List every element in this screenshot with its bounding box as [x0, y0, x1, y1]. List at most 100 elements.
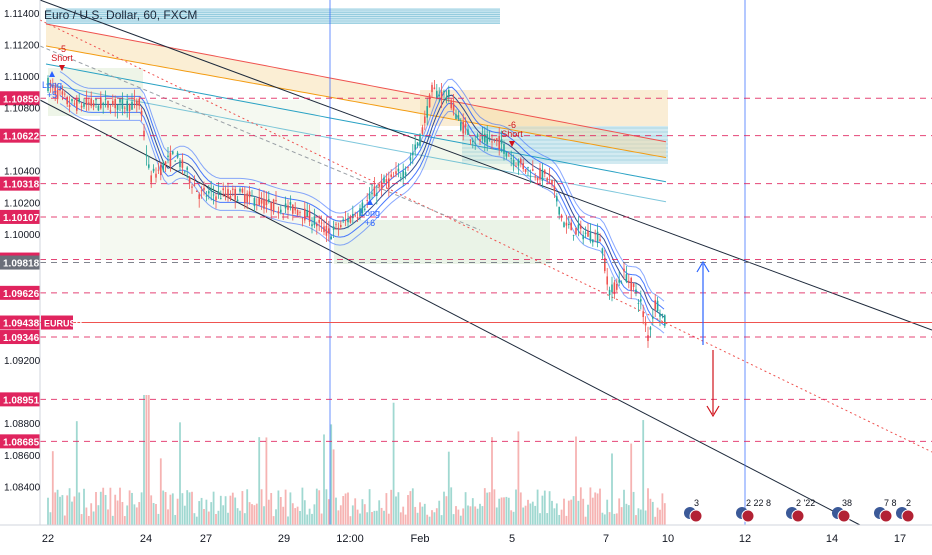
- ma-orange-line: [45, 45, 667, 159]
- volume-bar: [467, 505, 469, 525]
- levels-layer: 1.108591.106221.103181.101071.098371.098…: [0, 91, 932, 449]
- volume-bar: [543, 490, 546, 525]
- event-badge-4[interactable]: 7 8: [874, 498, 897, 523]
- candle-body: [184, 171, 186, 173]
- candle-body: [455, 114, 457, 120]
- zones-layer: [46, 8, 668, 264]
- candle-body: [328, 228, 330, 234]
- candle-body: [275, 200, 277, 202]
- candle-body: [616, 283, 618, 290]
- event-badge-0[interactable]: 3: [684, 498, 703, 523]
- candle-body: [313, 216, 316, 226]
- volume-bar: [66, 495, 69, 525]
- signal-long-1[interactable]: Long+5: [42, 71, 62, 100]
- candle-body: [452, 103, 455, 111]
- volume-bar: [71, 501, 73, 525]
- volume-bar: [551, 500, 553, 525]
- volume-bar: [591, 497, 594, 525]
- volume-bar: [637, 508, 640, 525]
- candle-body: [258, 197, 260, 206]
- ma-red-line: [45, 23, 667, 143]
- candle-body: [479, 139, 481, 142]
- volume-bar: [371, 511, 373, 525]
- candle-body: [239, 188, 241, 192]
- candle-body: [556, 196, 558, 202]
- candle-body: [145, 154, 148, 157]
- candle-body: [287, 205, 289, 210]
- candle-body: [522, 163, 524, 170]
- candle-body: [460, 122, 462, 131]
- candle-body: [582, 235, 584, 240]
- candle-body: [409, 157, 412, 161]
- zone-long-green: [334, 220, 550, 264]
- time-tick-10: 14: [826, 533, 838, 545]
- volume-bar: [378, 500, 381, 525]
- volume-bar: [335, 497, 337, 525]
- volume-bar: [462, 508, 465, 525]
- candle-body: [635, 289, 637, 294]
- volume-bar: [224, 496, 227, 525]
- price-tick-2: 1.11000: [4, 72, 40, 83]
- price-tick-7: 1.10000: [4, 230, 41, 241]
- candle-body: [443, 91, 445, 93]
- signal-long-2[interactable]: Long+6: [360, 199, 380, 228]
- level-price-label-7: 1.09346: [3, 333, 40, 344]
- candle-body: [388, 178, 390, 188]
- event-badge-2[interactable]: 2 '22: [786, 498, 815, 523]
- candle-body: [424, 116, 426, 123]
- candle-body: [217, 190, 220, 192]
- event-badge-5[interactable]: 2: [896, 498, 915, 523]
- candle-body: [133, 98, 136, 100]
- volume-bar: [253, 505, 256, 525]
- candle-body: [164, 161, 167, 165]
- time-tick-0: 22: [42, 533, 54, 545]
- signal-arrow-icon: [509, 141, 515, 147]
- volume-bar: [219, 495, 222, 525]
- candle-body: [491, 141, 493, 143]
- volume-bar: [411, 488, 414, 525]
- level-price-label-9: 1.08685: [3, 437, 40, 448]
- volume-bar: [644, 510, 647, 525]
- volume-bar: [303, 500, 306, 525]
- channel-layer: [39, 0, 932, 526]
- volume-bar: [407, 495, 409, 525]
- candle-body: [508, 155, 510, 157]
- volume-bar: [649, 498, 652, 525]
- candle-body: [280, 209, 282, 213]
- volume-bar: [491, 437, 493, 525]
- volume-bar: [435, 508, 438, 525]
- volume-bar: [428, 516, 431, 525]
- candle-body: [529, 176, 532, 178]
- price-tick-11: 1.09200: [4, 356, 41, 367]
- volume-bar: [563, 498, 565, 525]
- volume-bar: [83, 488, 85, 525]
- candle-body: [580, 225, 582, 229]
- volume-bar: [193, 513, 196, 525]
- candle-body: [179, 160, 181, 168]
- volume-bar: [234, 497, 237, 525]
- candle-body: [59, 89, 61, 91]
- volume-bar: [275, 509, 277, 525]
- candle-body: [551, 179, 553, 185]
- candle-body: [644, 322, 647, 326]
- candle-body: [428, 94, 431, 108]
- volume-bar: [107, 509, 109, 525]
- volume-bar: [145, 395, 148, 525]
- volume-bar: [517, 431, 520, 525]
- candle-body: [383, 177, 385, 183]
- volume-bar: [116, 500, 119, 525]
- candle-body: [661, 313, 664, 315]
- candle-body: [496, 138, 498, 142]
- volume-bar: [342, 496, 345, 525]
- volume-bar: [195, 516, 198, 525]
- event-badge-1[interactable]: 2 22 8: [736, 498, 771, 523]
- volume-bar: [488, 492, 491, 525]
- event-badge-3[interactable]: 38: [832, 498, 852, 523]
- candle-body: [227, 189, 229, 198]
- volume-bar: [589, 487, 592, 525]
- volume-bar: [493, 489, 496, 525]
